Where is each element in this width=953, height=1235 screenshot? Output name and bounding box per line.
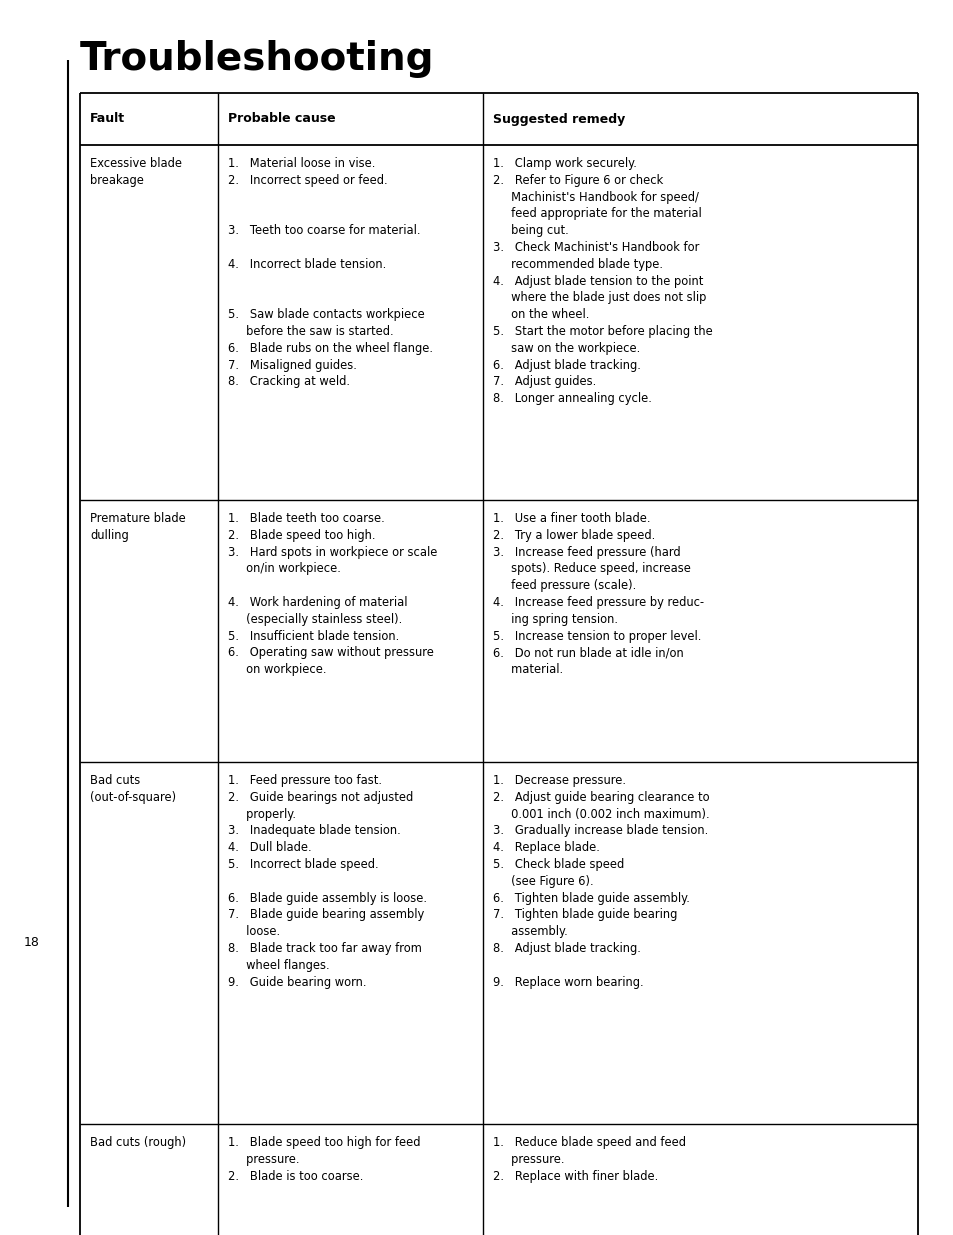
Text: 1.   Decrease pressure.
2.   Adjust guide bearing clearance to
     0.001 inch (: 1. Decrease pressure. 2. Adjust guide be…: [493, 774, 709, 988]
Text: 1.   Clamp work securely.
2.   Refer to Figure 6 or check
     Machinist's Handb: 1. Clamp work securely. 2. Refer to Figu…: [493, 157, 712, 405]
Text: Suggested remedy: Suggested remedy: [493, 112, 624, 126]
Text: Bad cuts (rough): Bad cuts (rough): [90, 1136, 186, 1149]
Text: Probable cause: Probable cause: [228, 112, 335, 126]
Text: 18: 18: [24, 936, 40, 950]
Text: Excessive blade
breakage: Excessive blade breakage: [90, 157, 182, 186]
Text: 1.   Blade speed too high for feed
     pressure.
2.   Blade is too coarse.: 1. Blade speed too high for feed pressur…: [228, 1136, 420, 1183]
Text: 1.   Reduce blade speed and feed
     pressure.
2.   Replace with finer blade.: 1. Reduce blade speed and feed pressure.…: [493, 1136, 685, 1183]
Text: Fault: Fault: [90, 112, 125, 126]
Text: Bad cuts
(out-of-square): Bad cuts (out-of-square): [90, 774, 176, 804]
Text: Premature blade
dulling: Premature blade dulling: [90, 513, 186, 542]
Text: 1.   Material loose in vise.
2.   Incorrect speed or feed.


3.   Teeth too coar: 1. Material loose in vise. 2. Incorrect …: [228, 157, 433, 388]
Text: 1.   Blade teeth too coarse.
2.   Blade speed too high.
3.   Hard spots in workp: 1. Blade teeth too coarse. 2. Blade spee…: [228, 513, 436, 677]
Text: 1.   Feed pressure too fast.
2.   Guide bearings not adjusted
     properly.
3. : 1. Feed pressure too fast. 2. Guide bear…: [228, 774, 427, 988]
Text: Troubleshooting: Troubleshooting: [80, 40, 434, 78]
Text: 1.   Use a finer tooth blade.
2.   Try a lower blade speed.
3.   Increase feed p: 1. Use a finer tooth blade. 2. Try a low…: [493, 513, 703, 677]
